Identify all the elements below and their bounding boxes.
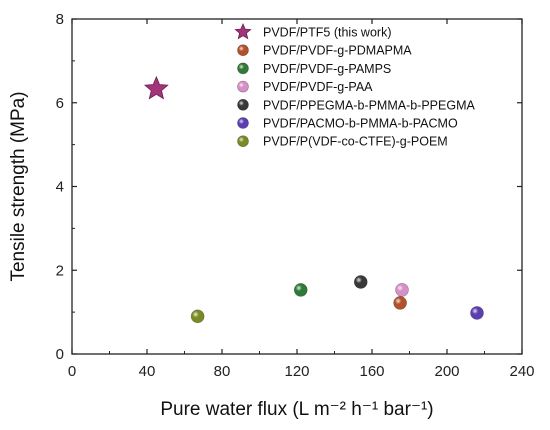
legend-sphere-icon <box>237 135 249 147</box>
sphere-highlight <box>237 44 249 56</box>
y-axis-title: Tensile strength (MPa) <box>8 91 29 281</box>
legend-sphere-icon <box>237 62 249 75</box>
legend-star-icon <box>234 22 252 40</box>
sphere-highlight <box>191 309 205 323</box>
x-tick-label: 160 <box>359 363 384 380</box>
x-tick-label: 240 <box>509 363 534 380</box>
x-tick-label: 0 <box>68 363 76 380</box>
sphere-highlight <box>470 306 484 320</box>
data-point <box>393 296 407 310</box>
legend-sphere-icon <box>237 117 249 129</box>
legend-label: PVDF/PVDF-g-PAA <box>263 80 373 94</box>
legend-label: PVDF/PTF5 (this work) <box>263 26 392 40</box>
sphere-highlight <box>237 62 249 74</box>
x-axis-title: Pure water flux (L m⁻² h⁻¹ bar⁻¹) <box>160 399 433 420</box>
y-tick-label: 4 <box>56 179 64 196</box>
legend-label: PVDF/PPEGMA-b-PMMA-b-PPEGMA <box>263 98 475 112</box>
data-point <box>190 309 205 324</box>
y-tick-label: 0 <box>56 346 64 363</box>
sphere-highlight <box>237 135 249 147</box>
x-tick-label: 80 <box>214 363 231 380</box>
axis-ticks: 0 40 80 120 160 200 240 0 2 4 6 8 <box>56 11 535 380</box>
data-point-star <box>143 75 169 100</box>
legend-sphere-icon <box>237 44 249 57</box>
sphere-highlight <box>395 283 409 297</box>
data-points <box>143 75 484 324</box>
x-tick-label: 200 <box>434 363 459 380</box>
legend: PVDF/PTF5 (this work) PVDF/PVDF-g-PDMAPMA… <box>234 22 475 149</box>
data-point <box>395 283 409 297</box>
sphere-highlight <box>294 283 308 297</box>
legend-label: PVDF/P(VDF-co-CTFE)-g-POEM <box>263 135 448 149</box>
sphere-highlight <box>237 99 249 111</box>
x-tick-label: 120 <box>284 363 309 380</box>
legend-sphere-icon <box>237 80 249 93</box>
legend-label: PVDF/PACMO-b-PMMA-b-PACMO <box>263 117 458 131</box>
data-point <box>470 306 484 320</box>
sphere-highlight <box>354 275 368 289</box>
y-tick-label: 2 <box>56 262 64 279</box>
legend-label: PVDF/PVDF-g-PAMPS <box>263 62 391 76</box>
legend-sphere-icon <box>237 99 249 111</box>
sphere-highlight <box>237 117 249 129</box>
y-tick-label: 6 <box>56 95 64 112</box>
y-tick-label: 8 <box>56 11 64 28</box>
data-point <box>353 275 368 289</box>
sphere-highlight <box>393 296 407 310</box>
data-point <box>293 283 308 297</box>
sphere-highlight <box>237 81 249 93</box>
x-tick-label: 40 <box>139 363 156 380</box>
legend-label: PVDF/PVDF-g-PDMAPMA <box>263 44 412 58</box>
